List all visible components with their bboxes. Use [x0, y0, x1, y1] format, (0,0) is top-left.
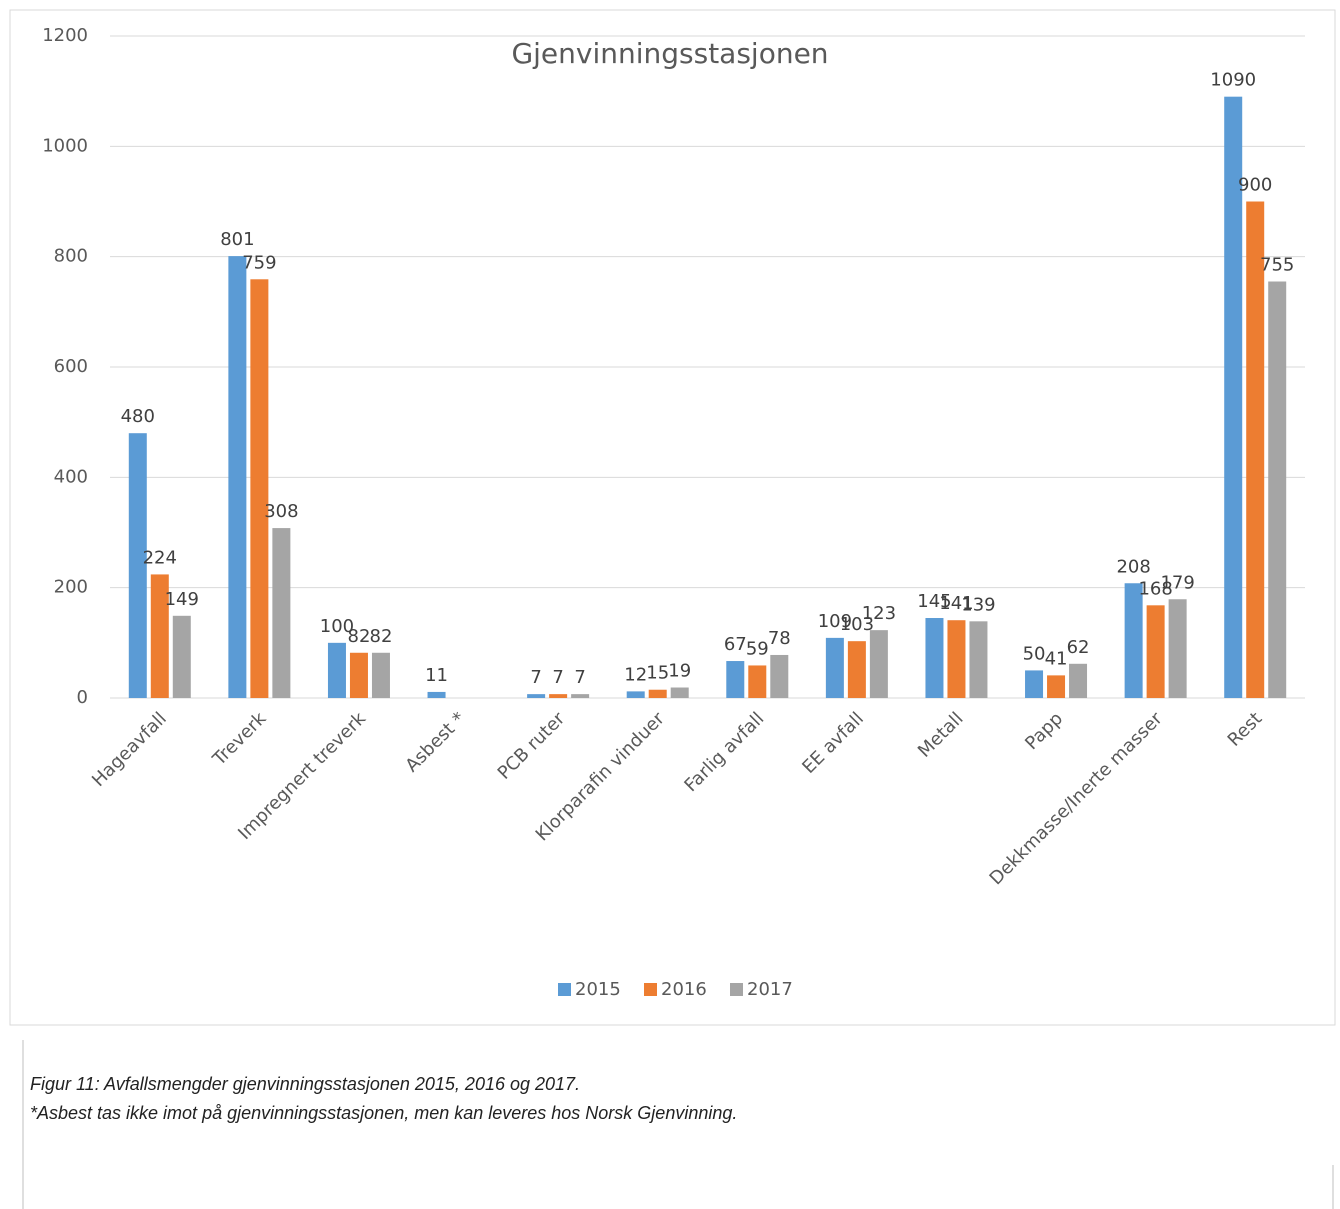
- legend-swatch: [644, 983, 657, 996]
- data-label: 123: [862, 603, 896, 624]
- data-label: 145: [917, 591, 951, 612]
- y-tick-label: 1000: [42, 135, 88, 156]
- bar: [670, 687, 689, 698]
- data-label: 755: [1260, 254, 1294, 275]
- x-tick-label: Farlig avfall: [680, 708, 768, 796]
- bar: [947, 620, 966, 698]
- data-label: 801: [220, 229, 254, 250]
- data-label: 139: [961, 594, 995, 615]
- y-tick-label: 600: [54, 356, 88, 377]
- bar: [1124, 583, 1143, 698]
- legend-swatch: [730, 983, 743, 996]
- data-label: 480: [121, 406, 155, 427]
- bar: [571, 694, 590, 698]
- data-label: 50: [1023, 643, 1046, 664]
- bar: [726, 661, 745, 698]
- data-label: 7: [574, 667, 585, 688]
- bar: [150, 574, 169, 698]
- legend-swatch: [558, 983, 571, 996]
- data-label: 900: [1238, 175, 1272, 196]
- x-tick-label: Treverk: [208, 708, 271, 771]
- bar: [748, 665, 767, 698]
- bar: [1246, 201, 1265, 698]
- bar: [770, 654, 789, 698]
- bar: [250, 279, 269, 698]
- legend-label: 2016: [661, 979, 707, 1000]
- x-tick-label: Asbest *: [401, 708, 469, 776]
- x-tick-label: PCB ruter: [494, 708, 570, 784]
- bar: [825, 637, 844, 698]
- y-tick-label: 200: [54, 577, 88, 598]
- bar: [128, 433, 147, 698]
- bar: [349, 652, 368, 698]
- data-label: 82: [348, 626, 371, 647]
- bar: [527, 694, 546, 698]
- data-label: 12: [624, 664, 647, 685]
- bar: [1224, 96, 1243, 698]
- bar: [925, 618, 944, 698]
- x-tick-label: EE avfall: [798, 708, 868, 778]
- x-tick-label: Rest: [1224, 708, 1267, 751]
- data-label: 308: [264, 501, 298, 522]
- bar: [869, 630, 888, 698]
- data-label: 82: [370, 626, 393, 647]
- data-label: 11: [425, 665, 448, 686]
- data-label: 62: [1067, 637, 1090, 658]
- data-label: 1090: [1210, 70, 1256, 91]
- data-label: 149: [165, 589, 199, 610]
- data-label: 103: [840, 614, 874, 635]
- bar: [228, 256, 247, 698]
- data-label: 7: [530, 667, 541, 688]
- data-label: 224: [143, 547, 177, 568]
- legend-label: 2017: [747, 979, 793, 1000]
- x-tick-label: Papp: [1021, 708, 1067, 754]
- data-label: 15: [646, 663, 669, 684]
- data-label: 179: [1160, 572, 1194, 593]
- data-label: 7: [552, 667, 563, 688]
- caption: Figur 11: Avfallsmengder gjenvinningssta…: [30, 1074, 580, 1094]
- bar: [1146, 605, 1165, 698]
- x-tick-label: Dekkmasse/Inerte masser: [986, 708, 1168, 890]
- bar: [1268, 281, 1287, 698]
- bar: [272, 528, 291, 698]
- bar: [648, 689, 667, 698]
- bar: [626, 691, 645, 698]
- caption: *Asbest tas ikke imot på gjenvinningssta…: [30, 1103, 737, 1123]
- bar: [1047, 675, 1066, 698]
- bar: [969, 621, 988, 698]
- data-label: 100: [320, 616, 354, 637]
- bar: [1168, 599, 1187, 698]
- y-tick-label: 1200: [42, 25, 88, 46]
- data-label: 141: [939, 593, 973, 614]
- data-label: 67: [724, 634, 747, 655]
- chart-frame: [9, 9, 1336, 1026]
- data-label: 19: [668, 661, 691, 682]
- bar: [1069, 663, 1088, 698]
- bar: [1025, 670, 1044, 698]
- y-tick-label: 0: [77, 687, 88, 708]
- bar: [549, 694, 568, 698]
- chart-title: Gjenvinningsstasjonen: [511, 37, 828, 70]
- y-tick-label: 800: [54, 246, 88, 267]
- data-label: 78: [768, 628, 791, 649]
- data-label: 759: [242, 252, 276, 273]
- x-tick-label: Metall: [914, 708, 968, 762]
- y-tick-label: 400: [54, 466, 88, 487]
- bar: [172, 615, 191, 698]
- data-label: 41: [1045, 648, 1068, 669]
- bar: [371, 652, 390, 698]
- data-label: 109: [818, 611, 852, 632]
- data-label: 168: [1138, 578, 1172, 599]
- bar: [327, 642, 346, 698]
- bar: [847, 641, 866, 698]
- data-label: 59: [746, 638, 769, 659]
- x-tick-label: Hageavfall: [88, 708, 171, 791]
- bar: [427, 691, 446, 698]
- data-label: 208: [1116, 556, 1150, 577]
- legend-label: 2015: [575, 979, 621, 1000]
